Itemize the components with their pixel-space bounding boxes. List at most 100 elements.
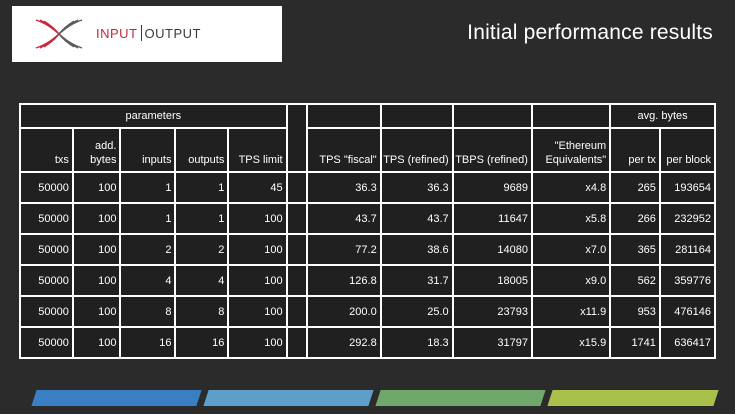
header-tbps-refined: TBPS (refined) (451, 127, 533, 173)
cell-tps-limit: 45 (227, 171, 288, 204)
table-row: 50000 100 1 1 45 36.3 36.3 9689 x4.8 265… (19, 171, 717, 204)
header-per-tx: per tx (609, 127, 661, 173)
cell-inputs: 4 (119, 264, 177, 297)
cell-per-tx: 266 (609, 202, 661, 235)
cell-tps-refined: 36.3 (379, 171, 454, 204)
group-header-parameters: parameters (19, 103, 288, 129)
cell-tbps-refined: 23793 (451, 295, 533, 328)
cell-add-bytes: 100 (71, 233, 122, 266)
cell-tps-refined: 38.6 (379, 233, 454, 266)
cell-tps-fiscal: 77.2 (305, 233, 382, 266)
cell-tps-refined: 31.7 (379, 264, 454, 297)
cell-ethereum-equivalents: x5.8 (530, 202, 612, 235)
cell-outputs: 1 (174, 202, 230, 235)
header-tps-refined: TPS (refined) (379, 127, 454, 173)
cell-tps-limit: 100 (227, 233, 288, 266)
cell-per-tx: 265 (609, 171, 661, 204)
group-header-avg-bytes: avg. bytes (609, 103, 716, 129)
cell-ethereum-equivalents: x7.0 (530, 233, 612, 266)
cell-tps-refined: 18.3 (379, 326, 454, 359)
cell-txs: 50000 (19, 202, 74, 235)
cell-ethereum-equivalents: x4.8 (530, 171, 612, 204)
cell-per-tx: 1741 (609, 326, 661, 359)
cell-tps-fiscal: 43.7 (305, 202, 382, 235)
cell-ethereum-equivalents: x9.0 (530, 264, 612, 297)
logo-text: INPUT OUTPUT (96, 25, 201, 41)
cell-add-bytes: 100 (71, 202, 122, 235)
cell-per-block: 281164 (658, 233, 717, 266)
cell-txs: 50000 (19, 233, 74, 266)
table-row: 50000 100 2 2 100 77.2 38.6 14080 x7.0 3… (19, 233, 717, 266)
cell-tps-fiscal: 200.0 (305, 295, 382, 328)
cell-add-bytes: 100 (71, 264, 122, 297)
header-add-bytes: add. bytes (71, 127, 122, 173)
table-row: 50000 100 1 1 100 43.7 43.7 11647 x5.8 2… (19, 202, 717, 235)
cell-add-bytes: 100 (71, 326, 122, 359)
header-inputs: inputs (119, 127, 177, 173)
cell-per-block: 476146 (658, 295, 717, 328)
cell-outputs: 4 (174, 264, 230, 297)
cell-outputs: 2 (174, 233, 230, 266)
cell-add-bytes: 100 (71, 295, 122, 328)
table-body: 50000 100 1 1 45 36.3 36.3 9689 x4.8 265… (19, 171, 717, 359)
cell-ethereum-equivalents: x11.9 (530, 295, 612, 328)
footer-bar-lime (547, 390, 719, 406)
table-row: 50000 100 4 4 100 126.8 31.7 18005 x9.0 … (19, 264, 717, 297)
cell-tps-fiscal: 36.3 (305, 171, 382, 204)
cell-per-block: 232952 (658, 202, 717, 235)
cell-txs: 50000 (19, 171, 74, 204)
cell-tbps-refined: 11647 (451, 202, 533, 235)
table-row: 50000 100 8 8 100 200.0 25.0 23793 x11.9… (19, 295, 717, 328)
cell-outputs: 8 (174, 295, 230, 328)
cell-tbps-refined: 9689 (451, 171, 533, 204)
logo-word-input: INPUT (96, 26, 138, 41)
cell-per-tx: 365 (609, 233, 661, 266)
header-txs: txs (19, 127, 74, 173)
cell-per-tx: 953 (609, 295, 661, 328)
cell-per-block: 359776 (658, 264, 717, 297)
cell-txs: 50000 (19, 326, 74, 359)
cell-add-bytes: 100 (71, 171, 122, 204)
cell-tbps-refined: 14080 (451, 233, 533, 266)
cell-txs: 50000 (19, 264, 74, 297)
cell-inputs: 8 (119, 295, 177, 328)
cell-outputs: 1 (174, 171, 230, 204)
cell-per-block: 636417 (658, 326, 717, 359)
logo: INPUT OUTPUT (12, 6, 282, 62)
footer-bar-green (375, 390, 546, 406)
cell-tps-limit: 100 (227, 326, 288, 359)
slide-title: Initial performance results (467, 21, 713, 44)
performance-results-table: parameters avg. bytes txs add. bytes inp… (19, 103, 717, 359)
footer-color-bars (0, 390, 735, 406)
header-ethereum-equivalents: "Ethereum Equivalents" (530, 127, 612, 173)
header-per-block: per block (658, 127, 717, 173)
footer-bar-blue (31, 390, 202, 406)
header-tps-limit: TPS limit (227, 127, 288, 173)
cell-tps-fiscal: 126.8 (305, 264, 382, 297)
header-outputs: outputs (174, 127, 230, 173)
cell-tps-limit: 100 (227, 295, 288, 328)
input-output-logo-icon (35, 19, 83, 49)
cell-tps-limit: 100 (227, 264, 288, 297)
cell-inputs: 2 (119, 233, 177, 266)
spacer-column (285, 103, 308, 173)
footer-bar-light-blue (203, 390, 374, 406)
cell-inputs: 1 (119, 202, 177, 235)
cell-inputs: 16 (119, 326, 177, 359)
cell-tbps-refined: 31797 (451, 326, 533, 359)
cell-tps-refined: 43.7 (379, 202, 454, 235)
cell-outputs: 16 (174, 326, 230, 359)
header-tps-fiscal: TPS "fiscal" (305, 127, 382, 173)
cell-ethereum-equivalents: x15.9 (530, 326, 612, 359)
cell-inputs: 1 (119, 171, 177, 204)
cell-tps-limit: 100 (227, 202, 288, 235)
cell-per-tx: 562 (609, 264, 661, 297)
cell-tbps-refined: 18005 (451, 264, 533, 297)
table-row: 50000 100 16 16 100 292.8 18.3 31797 x15… (19, 326, 717, 359)
results-table-container: parameters avg. bytes txs add. bytes inp… (19, 103, 717, 359)
cell-txs: 50000 (19, 295, 74, 328)
logo-word-output: OUTPUT (144, 26, 201, 41)
cell-per-block: 193654 (658, 171, 717, 204)
cell-tps-fiscal: 292.8 (305, 326, 382, 359)
cell-tps-refined: 25.0 (379, 295, 454, 328)
